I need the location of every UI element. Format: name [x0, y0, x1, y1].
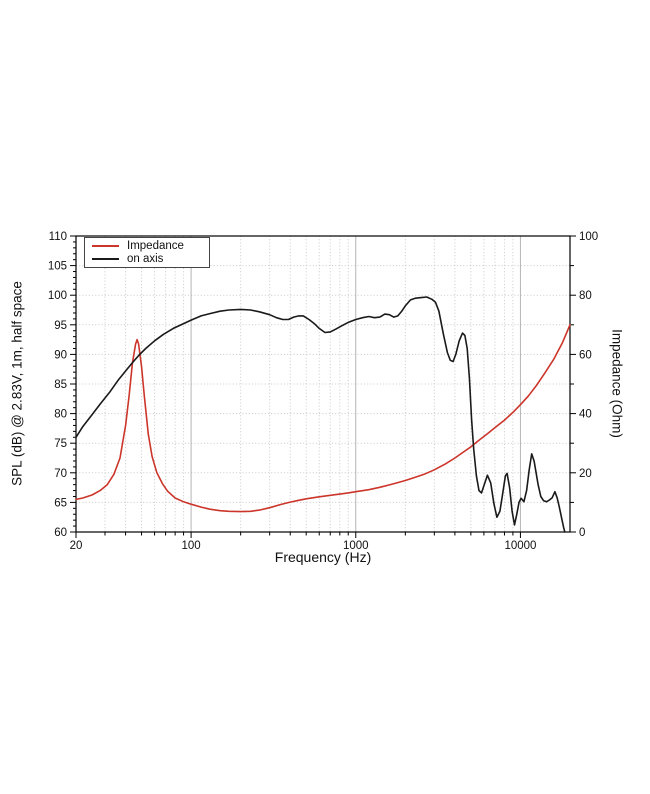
legend-label-impedance: Impedance: [127, 239, 184, 252]
y-right-tick-label: 100: [579, 231, 598, 243]
on-axis-line-swatch: [92, 258, 119, 261]
y-left-tick-label: 110: [49, 231, 67, 243]
y-left-tick-label: 95: [54, 320, 67, 332]
y-axis-right: 0 20 40 60 80 100: [570, 231, 598, 539]
y-left-tick-label: 75: [54, 438, 67, 450]
y-left-tick-label: 65: [54, 497, 67, 509]
y-right-tick-label: 0: [579, 527, 585, 539]
y-right-tick-label: 40: [579, 409, 592, 421]
y-left-tick-label: 70: [54, 468, 67, 480]
y-right-tick-label: 60: [579, 349, 592, 361]
y-axis-left-title: SPL (dB) @ 2.83V, 1m, half space: [9, 281, 25, 486]
x-axis-title: Frequency (Hz): [274, 549, 372, 565]
y-axis-left: 60 65 70 75 80 85 90 95 100 105 110: [48, 231, 76, 539]
x-tick-label: 1000: [343, 540, 369, 552]
y-left-tick-label: 60: [54, 527, 67, 539]
legend-item-impedance: Impedance: [92, 240, 209, 252]
legend-item-on-axis: on axis: [92, 253, 209, 265]
legend: Impedance on axis: [84, 237, 210, 268]
y-axis-right-title: Impedance (Ohm): [609, 329, 625, 438]
y-left-tick-label: 85: [54, 379, 67, 391]
y-right-tick-label: 20: [579, 468, 592, 480]
plot-frame: [75, 235, 571, 533]
y-left-tick-label: 100: [48, 290, 67, 302]
x-axis: 20 100 1000 10000: [70, 532, 536, 552]
grid-layer: [76, 236, 570, 532]
y-left-tick-label: 105: [48, 261, 67, 273]
y-left-tick-label: 80: [54, 409, 67, 421]
impedance-line-swatch: [92, 244, 119, 247]
on-axis-curve: [75, 296, 566, 533]
y-right-tick-label: 80: [579, 290, 592, 302]
x-tick-label: 10000: [504, 540, 536, 552]
y-left-tick-label: 90: [54, 349, 67, 361]
x-tick-label: 100: [182, 540, 201, 552]
legend-label-on-axis: on axis: [127, 253, 164, 266]
impedance-curve: [75, 324, 571, 513]
x-tick-label: 20: [70, 540, 83, 552]
